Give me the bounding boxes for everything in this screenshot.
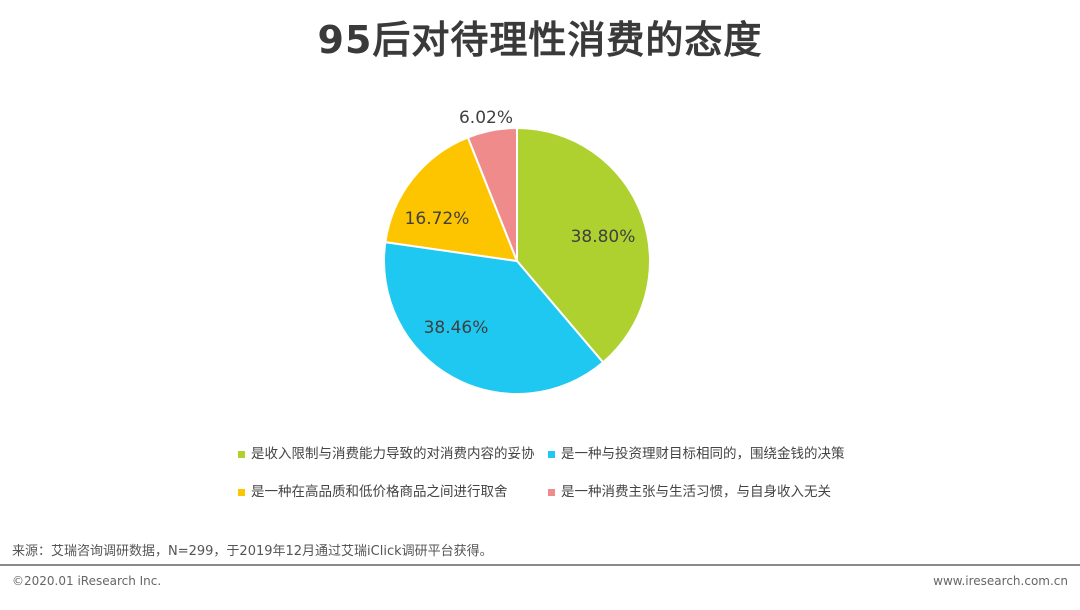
legend-swatch-3 bbox=[238, 488, 245, 496]
data-label-4: 6.02% bbox=[459, 108, 513, 128]
pie-chart: 38.80% 38.46% 16.72% 6.02% bbox=[383, 108, 651, 395]
pie-labels: 38.80% 38.46% 16.72% 6.02% bbox=[405, 108, 636, 338]
legend-label-3: 是一种在高品质和低价格商品之间进行取舍 bbox=[251, 484, 508, 500]
legend-item-4: 是一种消费主张与生活习惯，与自身收入无关 bbox=[548, 482, 831, 502]
data-label-3: 16.72% bbox=[405, 209, 470, 229]
legend-label-1: 是收入限制与消费能力导致的对消费内容的妥协 bbox=[251, 446, 535, 462]
legend-swatch-1 bbox=[238, 450, 245, 458]
data-label-1: 38.80% bbox=[571, 227, 636, 247]
legend-swatch-2 bbox=[548, 450, 555, 458]
chart-legend: 是收入限制与消费能力导致的对消费内容的妥协 是一种与投资理财目标相同的，围绕金钱… bbox=[238, 442, 878, 512]
source-note: 来源：艾瑞咨询调研数据，N=299，于2019年12月通过艾瑞iClick调研平… bbox=[12, 544, 493, 559]
legend-swatch-4 bbox=[548, 488, 555, 496]
slice-income-compromise bbox=[516, 126, 651, 364]
legend-label-4: 是一种消费主张与生活习惯，与自身收入无关 bbox=[561, 484, 831, 500]
slice-quality-price-tradeoff bbox=[384, 136, 519, 263]
footer-divider bbox=[0, 564, 1080, 566]
slice-lifestyle-habit bbox=[466, 126, 518, 262]
copyright-text: ©2020.01 iResearch Inc. bbox=[12, 574, 162, 588]
chart-title: 95后对待理性消费的态度 bbox=[317, 18, 763, 62]
slice-financial-decision bbox=[383, 241, 605, 395]
legend-item-1: 是收入限制与消费能力导致的对消费内容的妥协 bbox=[238, 444, 535, 464]
pie-slices bbox=[383, 126, 651, 395]
legend-item-3: 是一种在高品质和低价格商品之间进行取舍 bbox=[238, 482, 508, 502]
website-link[interactable]: www.iresearch.com.cn bbox=[933, 574, 1068, 588]
data-label-2: 38.46% bbox=[424, 318, 489, 338]
legend-item-2: 是一种与投资理财目标相同的，围绕金钱的决策 bbox=[548, 444, 845, 464]
legend-label-2: 是一种与投资理财目标相同的，围绕金钱的决策 bbox=[561, 446, 845, 462]
